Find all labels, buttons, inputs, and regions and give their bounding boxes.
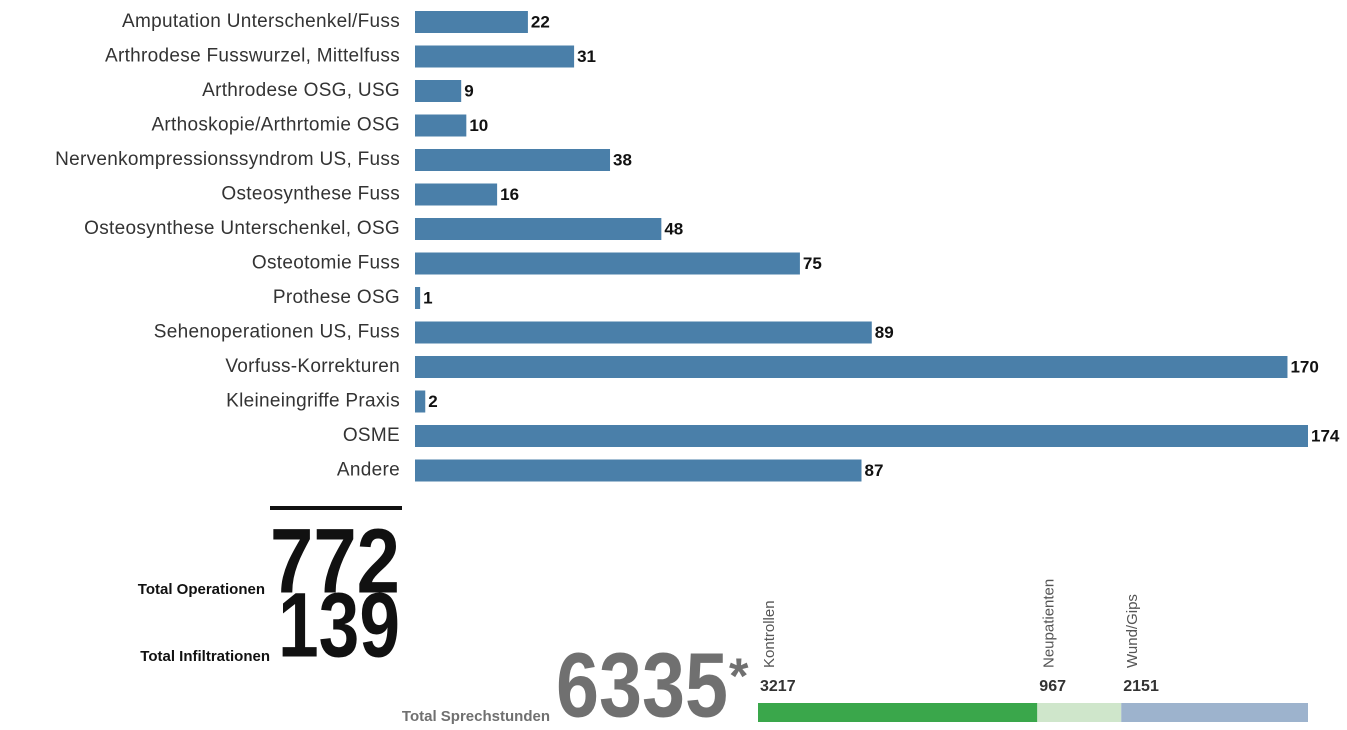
value-label: 1 xyxy=(423,288,432,307)
value-label: 22 xyxy=(531,12,550,31)
segment-value: 2151 xyxy=(1123,678,1159,695)
segment-name: Wund/Gips xyxy=(1124,594,1141,668)
category-label: Arthrodese OSG, USG xyxy=(202,80,400,101)
segment-value: 967 xyxy=(1039,678,1066,695)
bar xyxy=(415,356,1288,378)
total-label: Total Operationen xyxy=(138,581,265,598)
stack-segment xyxy=(1037,703,1122,722)
value-label: 170 xyxy=(1290,357,1318,376)
value-label: 38 xyxy=(613,150,632,169)
bar xyxy=(415,425,1308,447)
category-label: OSME xyxy=(343,425,400,446)
value-label: 75 xyxy=(803,254,822,273)
value-label: 9 xyxy=(464,81,473,100)
stack-segment xyxy=(758,703,1038,722)
segment-name: Neupatienten xyxy=(1040,579,1057,668)
bar xyxy=(415,114,467,137)
total-value: 6335 xyxy=(556,634,728,730)
category-label: Osteosynthese Unterschenkel, OSG xyxy=(84,218,400,239)
value-label: 2 xyxy=(428,392,437,411)
value-label: 10 xyxy=(469,116,488,135)
bar xyxy=(415,390,426,413)
separator xyxy=(270,506,402,510)
category-label: Arthoskopie/Arthrtomie OSG xyxy=(151,115,400,136)
category-label: Osteotomie Fuss xyxy=(252,253,400,274)
category-label: Kleineingriffe Praxis xyxy=(226,391,400,412)
bar xyxy=(415,218,662,240)
total-label: Total Sprechstunden xyxy=(402,708,550,725)
value-label: 31 xyxy=(577,47,596,66)
bar xyxy=(415,183,498,206)
value-label: 48 xyxy=(664,219,683,238)
category-label: Osteosynthese Fuss xyxy=(221,184,400,205)
bar xyxy=(415,287,421,309)
category-label: Nervenkompressionssyndrom US, Fuss xyxy=(55,149,400,170)
bar xyxy=(415,252,800,275)
value-label: 87 xyxy=(865,461,884,480)
bar xyxy=(415,149,611,171)
total-value: 772 xyxy=(270,510,400,612)
total-marker: * xyxy=(729,648,749,704)
bar xyxy=(415,45,575,68)
bar xyxy=(415,80,462,102)
segment-name: Kontrollen xyxy=(761,600,778,668)
value-label: 89 xyxy=(875,323,894,342)
category-label: Andere xyxy=(337,460,400,481)
value-label: 16 xyxy=(500,185,519,204)
segment-value: 3217 xyxy=(760,678,796,695)
total-value: 139 xyxy=(278,574,400,676)
total-label: Total Infiltrationen xyxy=(140,648,270,665)
bar xyxy=(415,459,862,482)
category-label: Sehenoperationen US, Fuss xyxy=(154,322,400,343)
category-label: Arthrodese Fusswurzel, Mittelfuss xyxy=(105,46,400,67)
bar xyxy=(415,11,528,33)
category-label: Amputation Unterschenkel/Fuss xyxy=(122,11,400,32)
category-label: Prothese OSG xyxy=(273,287,400,308)
stack-segment xyxy=(1121,703,1308,722)
category-label: Vorfuss-Korrekturen xyxy=(225,356,400,377)
value-label: 174 xyxy=(1311,426,1340,445)
bar xyxy=(415,321,872,344)
